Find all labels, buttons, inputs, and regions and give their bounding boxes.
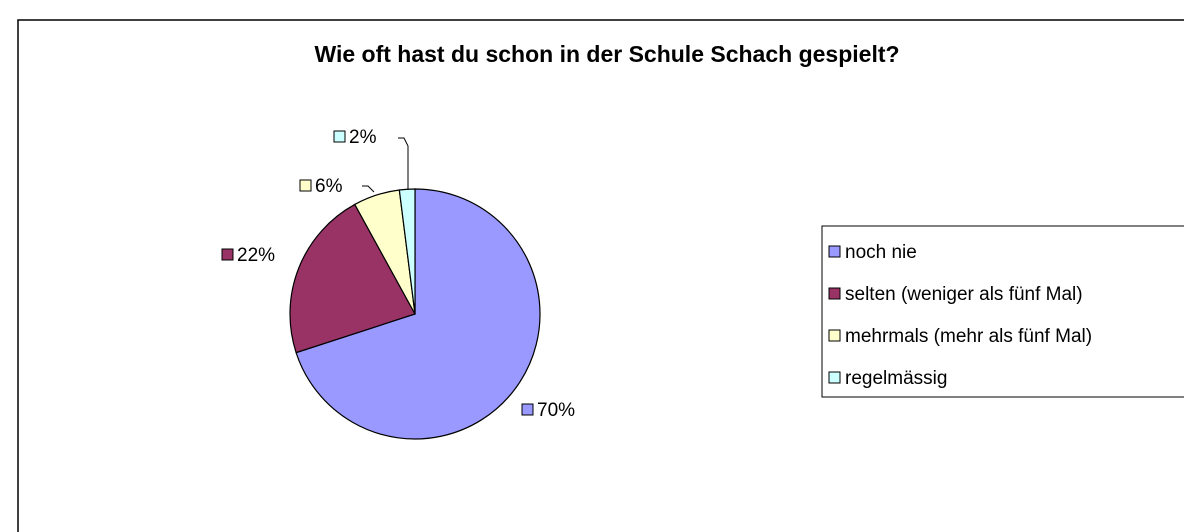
label-swatch (333, 130, 346, 143)
chart-title: Wie oft hast du schon in der Schule Scha… (314, 41, 899, 67)
leader-line (362, 185, 375, 193)
legend-label: noch nie (845, 242, 917, 263)
data-label: 70% (537, 400, 575, 421)
data-label: 2% (349, 127, 377, 148)
legend-label: mehrmals (mehr als fünf Mal) (845, 326, 1092, 347)
leader-line (398, 137, 409, 190)
legend-swatch (828, 245, 841, 258)
legend-box (821, 225, 1184, 398)
pie-slice (295, 188, 541, 440)
legend-swatch (828, 371, 841, 384)
pie-slice (289, 203, 416, 354)
legend-label: selten (weniger als fünf Mal) (845, 284, 1083, 305)
pie-slice (398, 188, 416, 315)
label-swatch (521, 403, 534, 416)
legend-label: regelmässig (845, 368, 947, 389)
label-swatch (299, 179, 312, 192)
legend-swatch (828, 329, 841, 342)
label-swatch (221, 248, 234, 261)
legend-swatch (828, 287, 841, 300)
data-label: 6% (315, 176, 343, 197)
data-label: 22% (237, 245, 275, 266)
